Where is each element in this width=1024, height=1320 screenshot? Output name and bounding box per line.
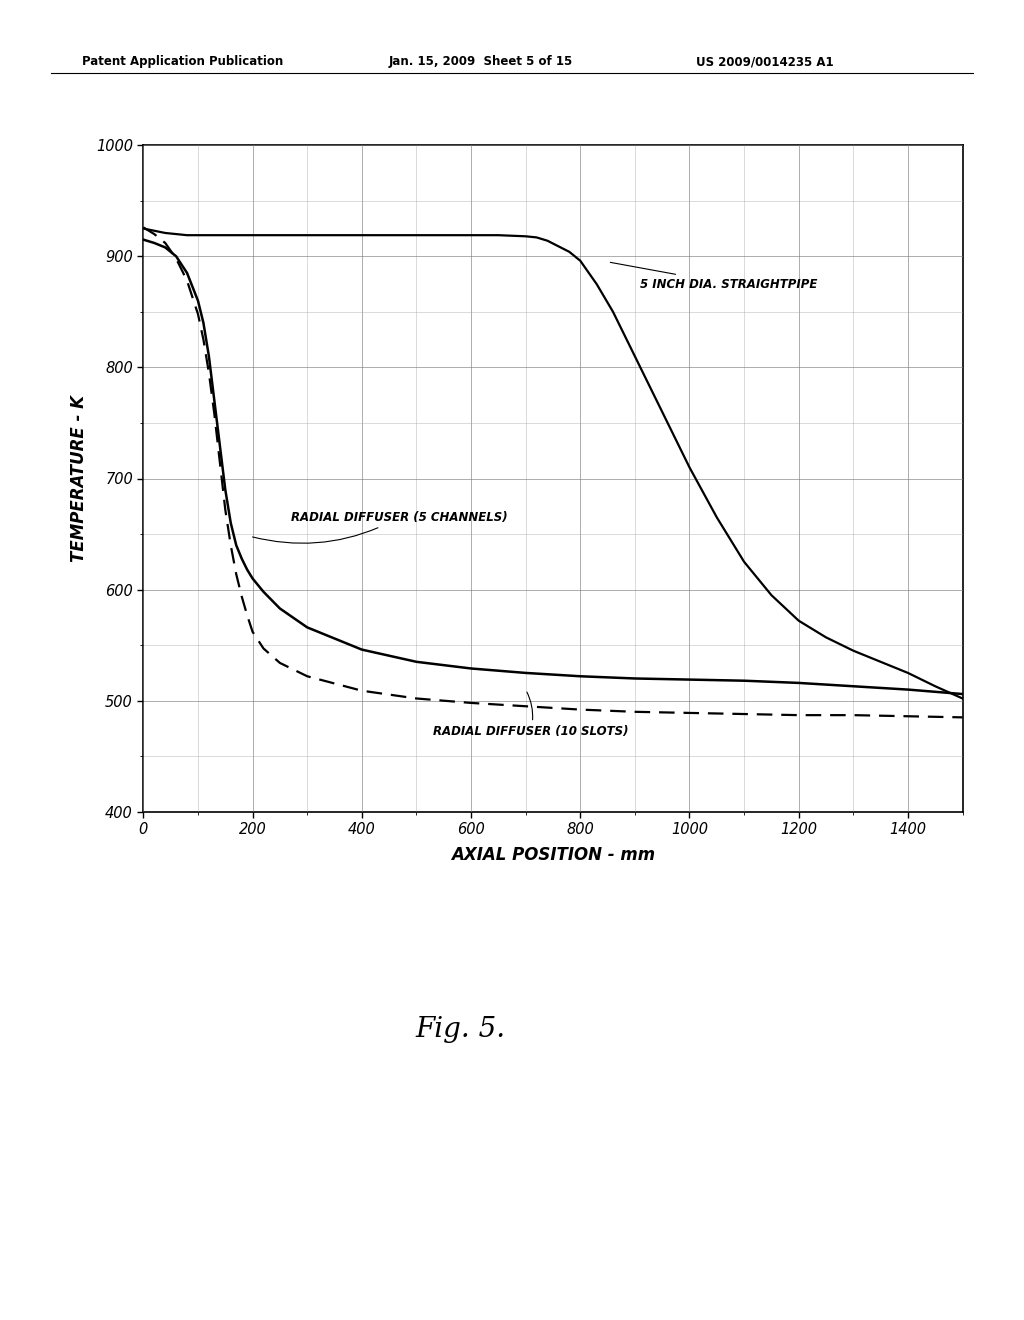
Text: US 2009/0014235 A1: US 2009/0014235 A1 (696, 55, 834, 69)
Text: 5 INCH DIA. STRAIGHTPIPE: 5 INCH DIA. STRAIGHTPIPE (610, 263, 818, 290)
Text: Jan. 15, 2009  Sheet 5 of 15: Jan. 15, 2009 Sheet 5 of 15 (389, 55, 573, 69)
X-axis label: AXIAL POSITION - mm: AXIAL POSITION - mm (451, 846, 655, 863)
Text: RADIAL DIFFUSER (5 CHANNELS): RADIAL DIFFUSER (5 CHANNELS) (253, 511, 508, 544)
Y-axis label: TEMPERATURE - K: TEMPERATURE - K (70, 395, 88, 562)
Text: Patent Application Publication: Patent Application Publication (82, 55, 284, 69)
Text: RADIAL DIFFUSER (10 SLOTS): RADIAL DIFFUSER (10 SLOTS) (433, 692, 629, 738)
Text: Fig. 5.: Fig. 5. (416, 1016, 506, 1043)
